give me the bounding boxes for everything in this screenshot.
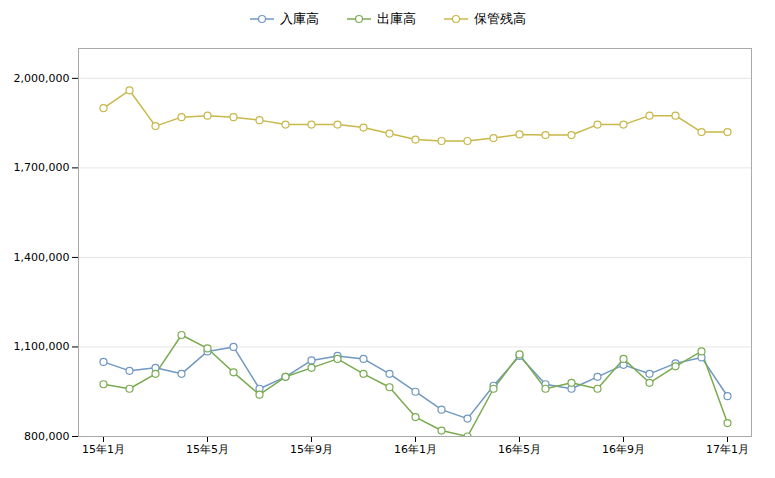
svg-text:800,000: 800,000 <box>24 430 70 443</box>
svg-text:2,000,000: 2,000,000 <box>14 72 70 85</box>
svg-text:1,100,000: 1,100,000 <box>14 340 70 353</box>
svg-text:17年1月: 17年1月 <box>706 443 749 456</box>
svg-text:15年5月: 15年5月 <box>186 443 229 456</box>
svg-text:16年5月: 16年5月 <box>498 443 541 456</box>
svg-text:16年9月: 16年9月 <box>602 443 645 456</box>
svg-text:15年1月: 15年1月 <box>82 443 125 456</box>
svg-text:16年1月: 16年1月 <box>394 443 437 456</box>
html-text:入庫高: 入庫高 <box>279 11 319 26</box>
html-text:出庫高: 出庫高 <box>376 11 416 26</box>
svg-text:1,700,000: 1,700,000 <box>14 161 70 174</box>
svg-text:1,400,000: 1,400,000 <box>14 251 70 264</box>
html-text:保管残高: 保管残高 <box>473 11 526 26</box>
svg-text:15年9月: 15年9月 <box>290 443 333 456</box>
